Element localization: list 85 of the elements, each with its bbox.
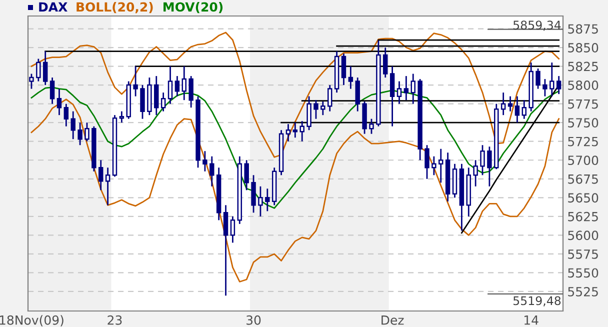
y-tick-label: 5675 — [568, 174, 598, 184]
candlestick — [56, 88, 62, 116]
candlestick — [292, 122, 298, 138]
candlestick — [244, 159, 249, 191]
candlestick — [480, 144, 485, 176]
line-series — [30, 32, 560, 158]
candlestick — [369, 118, 374, 135]
candlestick — [432, 156, 436, 176]
y-tick-label: 5800 — [568, 80, 598, 90]
y-tick-label: 5625 — [568, 212, 598, 222]
y-tick-label: 5525 — [568, 286, 598, 296]
candlestick — [251, 174, 256, 214]
candlestick — [258, 186, 263, 218]
candlestick — [473, 159, 478, 188]
x-tick-label: 23 — [108, 315, 122, 325]
candlestick — [42, 50, 48, 86]
candlestick — [105, 166, 110, 206]
y-tick-label: 5850 — [568, 43, 598, 52]
candlestick — [230, 216, 236, 244]
candlestick — [70, 110, 76, 140]
candlestick — [556, 75, 562, 95]
text: MOV(20) — [164, 2, 223, 14]
candlestick — [314, 99, 318, 120]
candlestick — [438, 148, 444, 184]
candlestick — [500, 92, 506, 116]
annotation: 5519,48 — [513, 296, 561, 306]
candlestick — [396, 80, 402, 105]
y-tick-label: 5700 — [568, 156, 598, 166]
candlestick — [410, 73, 416, 105]
y-tick-label: 5825 — [568, 62, 598, 72]
candlestick — [133, 66, 138, 98]
candlestick — [487, 146, 492, 188]
candlestick — [29, 73, 34, 90]
candlestick — [210, 156, 214, 188]
candlestick — [160, 92, 166, 112]
candlestick — [300, 120, 304, 142]
candlestick — [542, 78, 548, 98]
y-tick-label: 5875 — [568, 24, 598, 34]
candlestick — [265, 188, 270, 212]
candlestick — [341, 52, 346, 86]
line-series — [30, 98, 560, 282]
candlestick — [508, 96, 513, 112]
candlestick — [98, 159, 104, 191]
x-tick-label: Dez — [382, 316, 404, 325]
y-tick-label: 5725 — [568, 136, 598, 146]
candlestick — [306, 96, 312, 131]
candlestick — [154, 75, 159, 116]
x-tick-label: 30 — [246, 315, 261, 325]
candlestick — [78, 122, 82, 146]
candlestick — [223, 204, 228, 296]
y-tick-label: 5775 — [568, 99, 598, 109]
candlestick — [550, 62, 554, 98]
y-tick-label: 5750 — [568, 118, 598, 128]
text: BOLL(20,2) — [76, 2, 153, 14]
y-tick-label: 5575 — [568, 250, 598, 259]
candlestick — [174, 75, 180, 98]
candlestick — [188, 75, 194, 108]
candlestick — [36, 58, 41, 82]
candlestick — [202, 150, 208, 172]
y-tick-label: 5600 — [568, 230, 598, 240]
candlestick — [514, 96, 520, 124]
candlestick — [522, 99, 526, 120]
candlestick — [320, 100, 326, 116]
candlestick — [348, 66, 354, 90]
y-tick-label: 5550 — [568, 268, 598, 278]
annotation: 5859,34 — [513, 20, 561, 31]
candlestick — [424, 144, 430, 180]
legend-label: DAX — [39, 2, 68, 12]
candlestick — [168, 66, 173, 105]
x-tick-label: 18Nov(09) — [0, 315, 64, 326]
candlestick — [50, 76, 55, 105]
candlestick — [84, 122, 90, 142]
candlestick — [140, 84, 145, 120]
candlestick — [64, 103, 69, 128]
candlestick — [327, 84, 332, 112]
y-tick-label: 5650 — [568, 193, 598, 203]
candlestick — [536, 68, 540, 90]
candlestick — [383, 46, 388, 78]
candlestick — [355, 76, 360, 112]
candlestick — [119, 110, 124, 124]
candlestick — [182, 66, 186, 101]
x-tick-label: 14 — [524, 316, 538, 325]
candlestick — [286, 123, 291, 142]
candlestick — [390, 66, 395, 128]
candlestick — [404, 75, 409, 101]
